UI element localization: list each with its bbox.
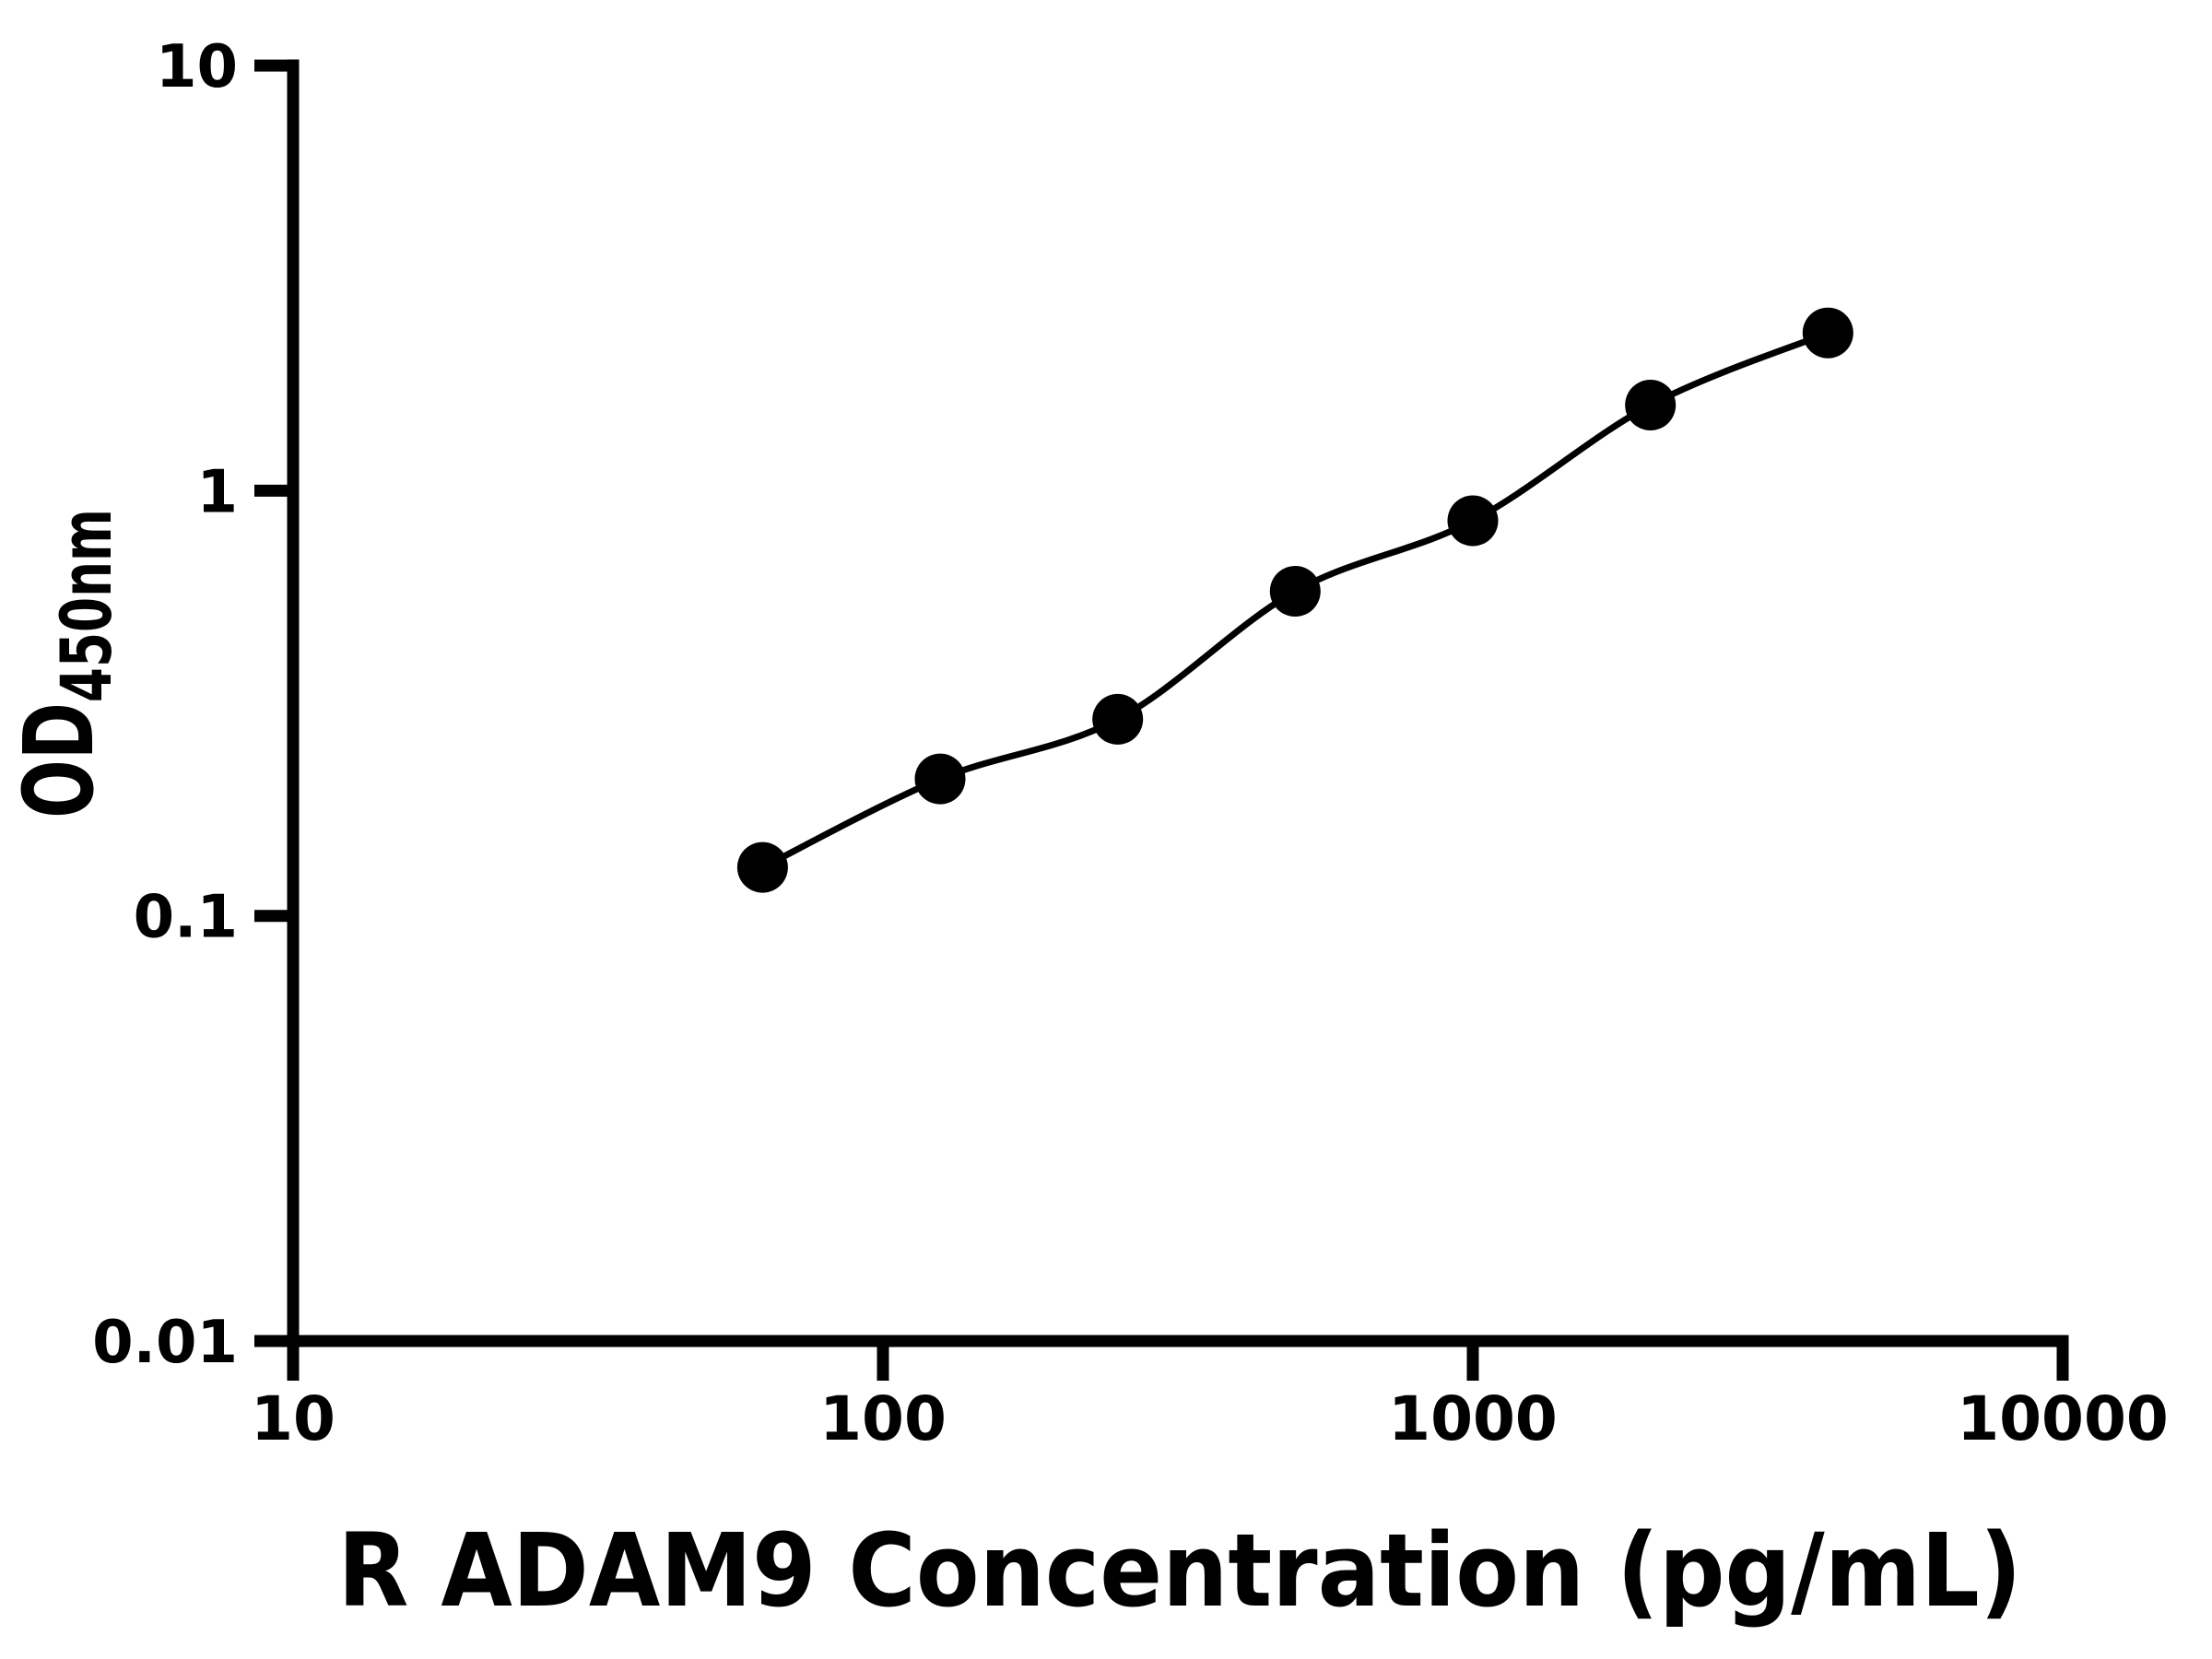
data-point-marker [1447, 495, 1499, 547]
y-tick-group: 10 1 0.1 0.01 [92, 33, 293, 1377]
x-axis: 10 100 1000 10000 [251, 1335, 2169, 1454]
data-point-marker [1802, 307, 1853, 359]
y-tick-label: 0.01 [92, 1309, 238, 1377]
data-point-markers [736, 307, 1853, 893]
x-tick-label: 1000 [1388, 1383, 1558, 1454]
data-point-marker [736, 841, 788, 893]
x-axis-title: R ADAM9 Concentration (pg/mL) [337, 1511, 2021, 1630]
series-standard-curve [736, 307, 1853, 893]
y-tick-label: 0.1 [134, 884, 238, 952]
data-point-marker [1092, 693, 1144, 745]
x-tick-label: 10 [251, 1383, 335, 1454]
data-point-marker [1269, 566, 1321, 617]
x-tick-label: 100 [819, 1383, 947, 1454]
y-tick-label: 1 [196, 458, 238, 526]
x-tick-group: 10 100 1000 10000 [251, 1341, 2169, 1454]
y-axis-title-main: OD [5, 702, 116, 818]
x-tick-label: 10000 [1957, 1383, 2169, 1454]
data-point-marker [1625, 380, 1677, 430]
y-axis-title-sub: 450nm [46, 509, 127, 702]
y-axis-title: OD450nm [5, 509, 128, 818]
y-tick-label: 10 [156, 33, 238, 101]
data-point-marker [914, 753, 966, 805]
y-axis: 10 1 0.1 0.01 [92, 33, 300, 1377]
